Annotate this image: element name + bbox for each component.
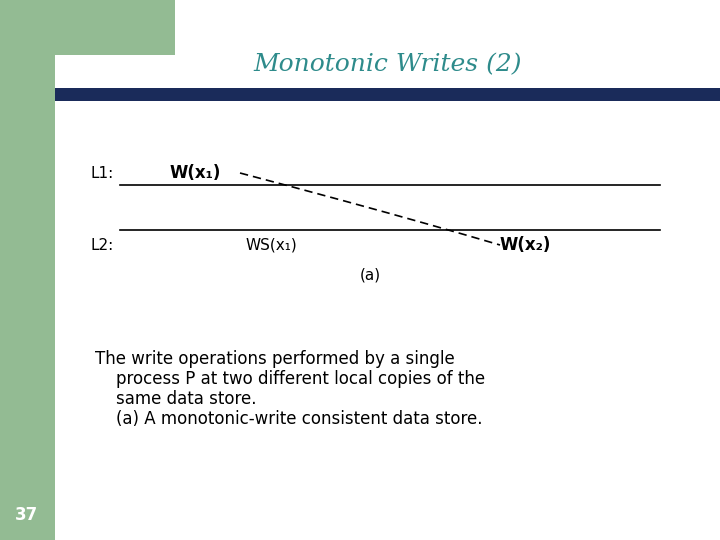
Text: W(x₁): W(x₁) (170, 164, 221, 182)
Bar (55, 88, 720, 101)
Bar (55, 0, 175, 55)
Text: same data store.: same data store. (95, 390, 256, 408)
Text: W(x₂): W(x₂) (500, 236, 552, 254)
Text: L1:: L1: (90, 165, 113, 180)
Text: process P at two different local copies of the: process P at two different local copies … (95, 370, 485, 388)
Text: WS(x₁): WS(x₁) (245, 238, 297, 253)
Bar (0, 0, 55, 540)
Text: Monotonic Writes (2): Monotonic Writes (2) (253, 53, 522, 77)
Text: (a): (a) (359, 267, 381, 282)
Text: (a) A monotonic-write consistent data store.: (a) A monotonic-write consistent data st… (95, 410, 482, 428)
Text: L2:: L2: (90, 238, 113, 253)
Text: 37: 37 (15, 506, 39, 524)
Text: The write operations performed by a single: The write operations performed by a sing… (95, 350, 455, 368)
